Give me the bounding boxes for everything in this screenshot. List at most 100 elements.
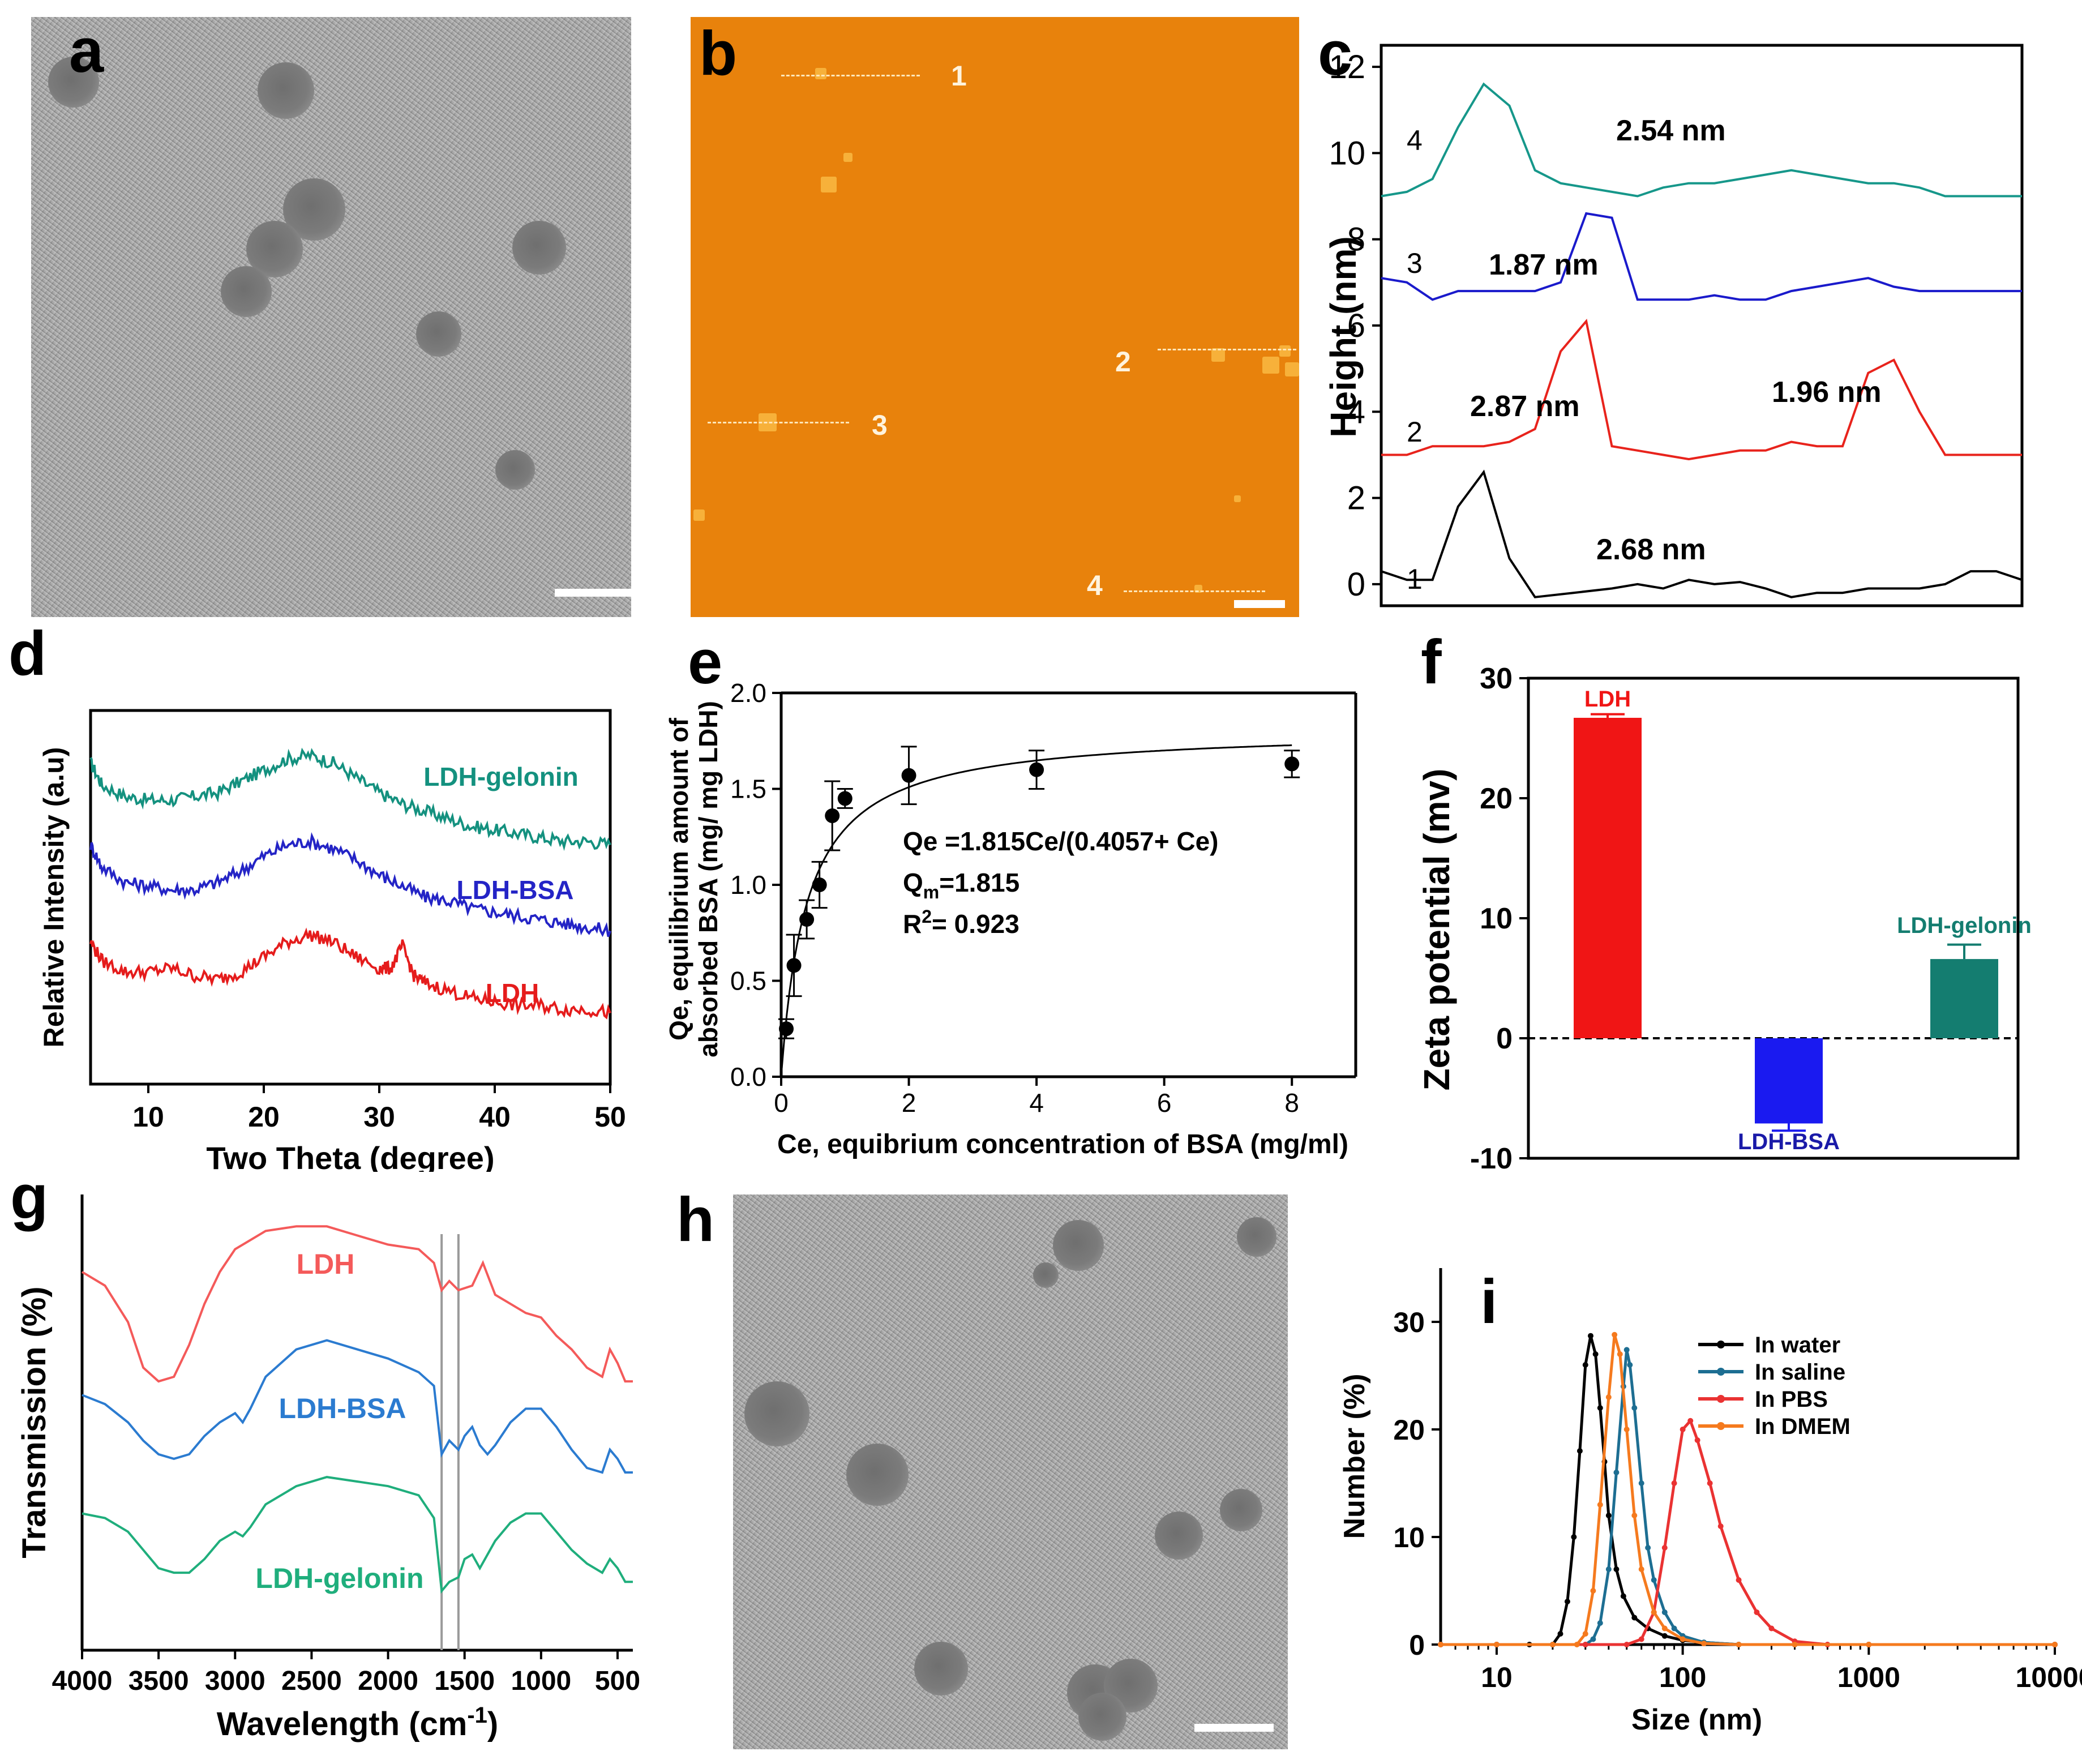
- scale-bar: [555, 589, 631, 597]
- plot-frame: [89, 709, 612, 1086]
- y-axis-label-line2: absorbed BSA (mg/ mg LDH): [693, 701, 723, 1057]
- series-marker: [1582, 1642, 1588, 1647]
- series-marker: [1701, 1641, 1707, 1647]
- y-tick-label: 20: [1480, 782, 1513, 815]
- legend-marker: [1717, 1395, 1725, 1403]
- y-tick-label: 2: [1347, 480, 1365, 517]
- series-marker: [1866, 1642, 1872, 1647]
- x-tick-label: 10: [132, 1101, 164, 1133]
- series-line-3: [1381, 212, 2022, 301]
- panel-label-h: h: [676, 1185, 715, 1255]
- series-marker: [1623, 1427, 1630, 1432]
- series-marker: [1736, 1577, 1742, 1583]
- series-marker: [1671, 1625, 1677, 1632]
- legend-label: In water: [1755, 1333, 1840, 1358]
- series-label-LDH-BSA: LDH-BSA: [279, 1393, 406, 1424]
- series-marker: [1582, 1631, 1588, 1637]
- x-tick-label: 30: [363, 1101, 395, 1133]
- data-annotation: 2.54 nm: [1616, 114, 1726, 147]
- x-tick-label: 4: [1029, 1088, 1044, 1118]
- y-axis-label: Number (%): [1338, 1374, 1371, 1539]
- series-marker: [1612, 1331, 1618, 1338]
- y-axis-label-line1: Qe, equilibrium amount of: [664, 717, 693, 1041]
- series-marker: [1613, 1470, 1620, 1475]
- series-marker: [1661, 1609, 1668, 1615]
- bar-label-ldh-bsa: LDH-BSA: [1738, 1129, 1840, 1154]
- afm-line-label-4: 4: [1087, 570, 1103, 601]
- series-line-1: [1381, 469, 2023, 598]
- series-marker: [1590, 1588, 1596, 1594]
- series-label-LDH: LDH: [486, 978, 539, 1008]
- y-tick-label: 8: [1347, 221, 1365, 258]
- series-line-In saline: [1441, 1349, 2055, 1646]
- x-tick-label: 500: [595, 1666, 640, 1696]
- bar-ldh-gelonin: [1930, 959, 1998, 1038]
- y-tick-label: 12: [1329, 49, 1365, 85]
- series-line-LDH-BSA: [89, 832, 611, 937]
- data-point: [779, 1021, 794, 1037]
- series-marker: [1768, 1625, 1775, 1632]
- series-marker: [1623, 1347, 1630, 1353]
- series-marker: [1661, 1625, 1668, 1632]
- series-marker: [1631, 1615, 1638, 1621]
- panel-label-d: d: [8, 619, 47, 688]
- series-marker: [1717, 1523, 1724, 1529]
- series-line-In PBS: [1441, 1418, 2055, 1646]
- series-label-2: 2: [1407, 416, 1423, 448]
- y-tick-label: 6: [1347, 307, 1365, 344]
- y-tick-label: -10: [1470, 1142, 1513, 1172]
- x-tick-label: 8: [1284, 1088, 1299, 1118]
- y-tick-label: 1.5: [730, 774, 766, 804]
- x-axis-label: Ce, equibrium concentration of BSA (mg/m…: [777, 1129, 1348, 1159]
- tem-image-a: [31, 17, 631, 617]
- data-point: [799, 912, 815, 927]
- y-tick-label: 20: [1393, 1414, 1425, 1446]
- series-line-4: [1381, 82, 2022, 198]
- series-marker: [1597, 1405, 1603, 1411]
- bar-label-ldh: LDH: [1584, 687, 1631, 712]
- series-marker: [1623, 1642, 1630, 1647]
- series-marker: [1671, 1480, 1677, 1486]
- series-line-LDH-gelonin: [82, 1476, 633, 1594]
- tem-image-h: [733, 1194, 1288, 1749]
- y-tick-label: 0.5: [730, 966, 766, 996]
- scale-bar: [1234, 600, 1285, 608]
- series-marker: [1549, 1642, 1556, 1647]
- y-tick-label: 4: [1347, 393, 1365, 430]
- x-tick-label: 2000: [358, 1666, 418, 1696]
- series-line-LDH: [81, 1225, 633, 1383]
- data-point: [1029, 762, 1044, 777]
- series-marker: [1613, 1566, 1620, 1572]
- y-axis-label: Relative Intensity (a.u): [38, 747, 70, 1048]
- x-tick-label: 50: [594, 1101, 626, 1133]
- x-tick-label: 4000: [52, 1666, 113, 1696]
- series-marker: [2052, 1642, 2058, 1647]
- series-marker: [1582, 1362, 1588, 1368]
- series-marker: [1597, 1502, 1603, 1508]
- data-annotation: 1.96 nm: [1772, 376, 1882, 409]
- x-axis-label: Wavelength (cm-1): [217, 1703, 499, 1742]
- series-marker: [1707, 1480, 1713, 1486]
- chart-d-xrd: 10 20 30 40 50 Two Theta (degree) Relative Int…: [38, 709, 626, 1172]
- series-marker: [1631, 1405, 1638, 1411]
- series-label-3: 3: [1407, 247, 1423, 279]
- qm-value: Qm=1.815: [903, 868, 1019, 902]
- series-marker: [1577, 1448, 1583, 1454]
- x-tick-label: 0: [774, 1088, 789, 1118]
- y-tick-label: 0: [1409, 1629, 1425, 1661]
- x-tick-label: 2: [902, 1088, 916, 1118]
- y-tick-label: 10: [1480, 902, 1513, 935]
- series-marker: [1638, 1480, 1644, 1486]
- legend-label: In DMEM: [1755, 1414, 1850, 1439]
- bar-label-ldh-gelonin: LDH-gelonin: [1897, 913, 2032, 938]
- series-marker: [1590, 1636, 1596, 1642]
- y-tick-label: 10: [1393, 1522, 1425, 1553]
- data-annotation: 2.68 nm: [1596, 533, 1706, 566]
- afm-image-b: 1 2 3 4: [691, 17, 1299, 617]
- series-line-2: [1381, 318, 2022, 461]
- series-marker: [1493, 1642, 1500, 1647]
- panel-label-c: c: [1318, 19, 1353, 88]
- series-marker: [1627, 1362, 1633, 1368]
